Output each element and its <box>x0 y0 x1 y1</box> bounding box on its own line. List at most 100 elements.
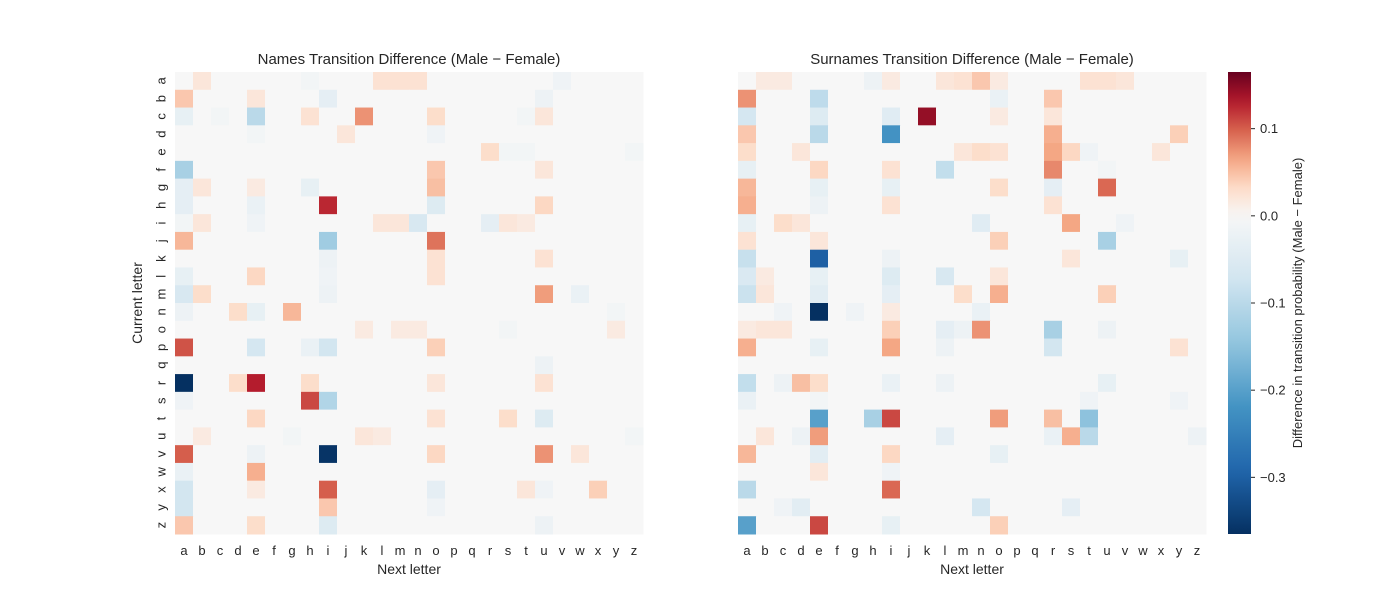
surnames-cell-w-g <box>846 462 865 482</box>
surnames-cell-q-t <box>1080 356 1099 375</box>
surnames-cell-w-p <box>1008 462 1027 482</box>
surnames-cell-u-i <box>882 427 901 446</box>
names-y-tick-k: k <box>154 255 169 262</box>
surnames-cell-v-p <box>1008 445 1027 464</box>
surnames-cell-z-e <box>810 516 829 535</box>
names-cell-p-l <box>373 338 392 357</box>
names-cell-k-p <box>445 249 464 268</box>
names-cell-g-a <box>175 178 194 197</box>
names-x-tick-d: d <box>234 543 241 558</box>
names-cell-g-p <box>445 178 464 197</box>
surnames-cell-x-l <box>936 480 955 499</box>
surnames-cell-e-h <box>864 143 883 162</box>
surnames-cell-c-x <box>1152 107 1171 126</box>
surnames-cell-h-b <box>756 196 775 215</box>
surnames-cell-w-f <box>828 462 847 482</box>
names-x-tick-q: q <box>468 543 475 558</box>
surnames-cell-z-g <box>846 516 865 535</box>
surnames-cell-m-t <box>1080 285 1099 304</box>
names-cell-y-g <box>283 498 302 517</box>
surnames-cell-e-a <box>738 143 757 162</box>
surnames-cell-e-k <box>918 143 937 162</box>
surnames-cell-i-c <box>774 214 793 233</box>
names-cell-b-a <box>175 89 194 109</box>
names-cell-o-d <box>229 320 248 340</box>
surnames-cell-n-q <box>1026 303 1045 322</box>
names-cell-m-c <box>211 285 230 304</box>
names-cell-h-p <box>445 196 464 215</box>
surnames-cell-b-v <box>1116 89 1135 109</box>
names-cell-u-g <box>283 427 302 446</box>
names-cell-o-f <box>265 320 284 340</box>
surnames-cell-r-p <box>1008 374 1027 393</box>
names-cell-i-y <box>607 214 626 233</box>
names-cell-s-v <box>553 391 572 411</box>
colorbar-tick-label: 0.0 <box>1260 208 1278 223</box>
names-cell-t-l <box>373 409 392 428</box>
surnames-cell-s-p <box>1008 391 1027 411</box>
names-cell-i-e <box>247 214 266 233</box>
names-cell-c-m <box>391 107 410 126</box>
names-cell-t-h <box>301 409 320 428</box>
surnames-cell-p-j <box>900 338 919 357</box>
names-cell-r-s <box>499 374 518 393</box>
surnames-cell-c-k <box>918 107 937 126</box>
names-cell-a-t <box>517 72 536 91</box>
surnames-cell-j-q <box>1026 231 1045 251</box>
names-cell-m-z <box>625 285 644 304</box>
surnames-cell-b-w <box>1134 89 1153 109</box>
surnames-cell-y-m <box>954 498 973 517</box>
surnames-cell-n-e <box>810 303 829 322</box>
names-cell-f-d <box>229 160 248 180</box>
names-cell-t-r <box>481 409 500 428</box>
surnames-cell-a-z <box>1188 72 1207 91</box>
names-cell-y-c <box>211 498 230 517</box>
names-cell-x-r <box>481 480 500 499</box>
surnames-cell-k-g <box>846 249 865 268</box>
names-cell-k-j <box>337 249 356 268</box>
surnames-cell-a-s <box>1062 72 1081 91</box>
surnames-cell-y-r <box>1044 498 1063 517</box>
surnames-cell-k-t <box>1080 249 1099 268</box>
names-cell-z-b <box>193 516 212 535</box>
names-cell-g-s <box>499 178 518 197</box>
names-cell-s-r <box>481 391 500 411</box>
surnames-x-tick-s: s <box>1068 543 1075 558</box>
names-cell-n-j <box>337 303 356 322</box>
surnames-cell-s-g <box>846 391 865 411</box>
surnames-cell-k-q <box>1026 249 1045 268</box>
surnames-cell-x-m <box>954 480 973 499</box>
names-cell-i-c <box>211 214 230 233</box>
names-cell-c-y <box>607 107 626 126</box>
surnames-cell-i-u <box>1098 214 1117 233</box>
surnames-cell-k-c <box>774 249 793 268</box>
names-cell-k-g <box>283 249 302 268</box>
surnames-cell-x-j <box>900 480 919 499</box>
names-cell-g-z <box>625 178 644 197</box>
names-y-tick-n: n <box>154 308 169 315</box>
names-cell-w-m <box>391 462 410 482</box>
surnames-x-tick-g: g <box>851 543 858 558</box>
names-cell-j-v <box>553 231 572 251</box>
surnames-cell-b-e <box>810 89 829 109</box>
names-cell-j-u <box>535 231 554 251</box>
surnames-cell-g-t <box>1080 178 1099 197</box>
names-cell-x-l <box>373 480 392 499</box>
names-cell-k-d <box>229 249 248 268</box>
names-cell-a-i <box>319 72 338 91</box>
surnames-x-tick-p: p <box>1013 543 1020 558</box>
surnames-cell-j-l <box>936 231 955 251</box>
names-cell-a-f <box>265 72 284 91</box>
names-cell-t-n <box>409 409 428 428</box>
names-cell-t-o <box>427 409 446 428</box>
surnames-cell-v-m <box>954 445 973 464</box>
names-cell-x-v <box>553 480 572 499</box>
surnames-cell-i-w <box>1134 214 1153 233</box>
surnames-x-tick-w: w <box>1137 543 1148 558</box>
names-cell-h-a <box>175 196 194 215</box>
surnames-cell-p-k <box>918 338 937 357</box>
names-cell-h-x <box>589 196 608 215</box>
surnames-cell-y-b <box>756 498 775 517</box>
surnames-cell-p-h <box>864 338 883 357</box>
